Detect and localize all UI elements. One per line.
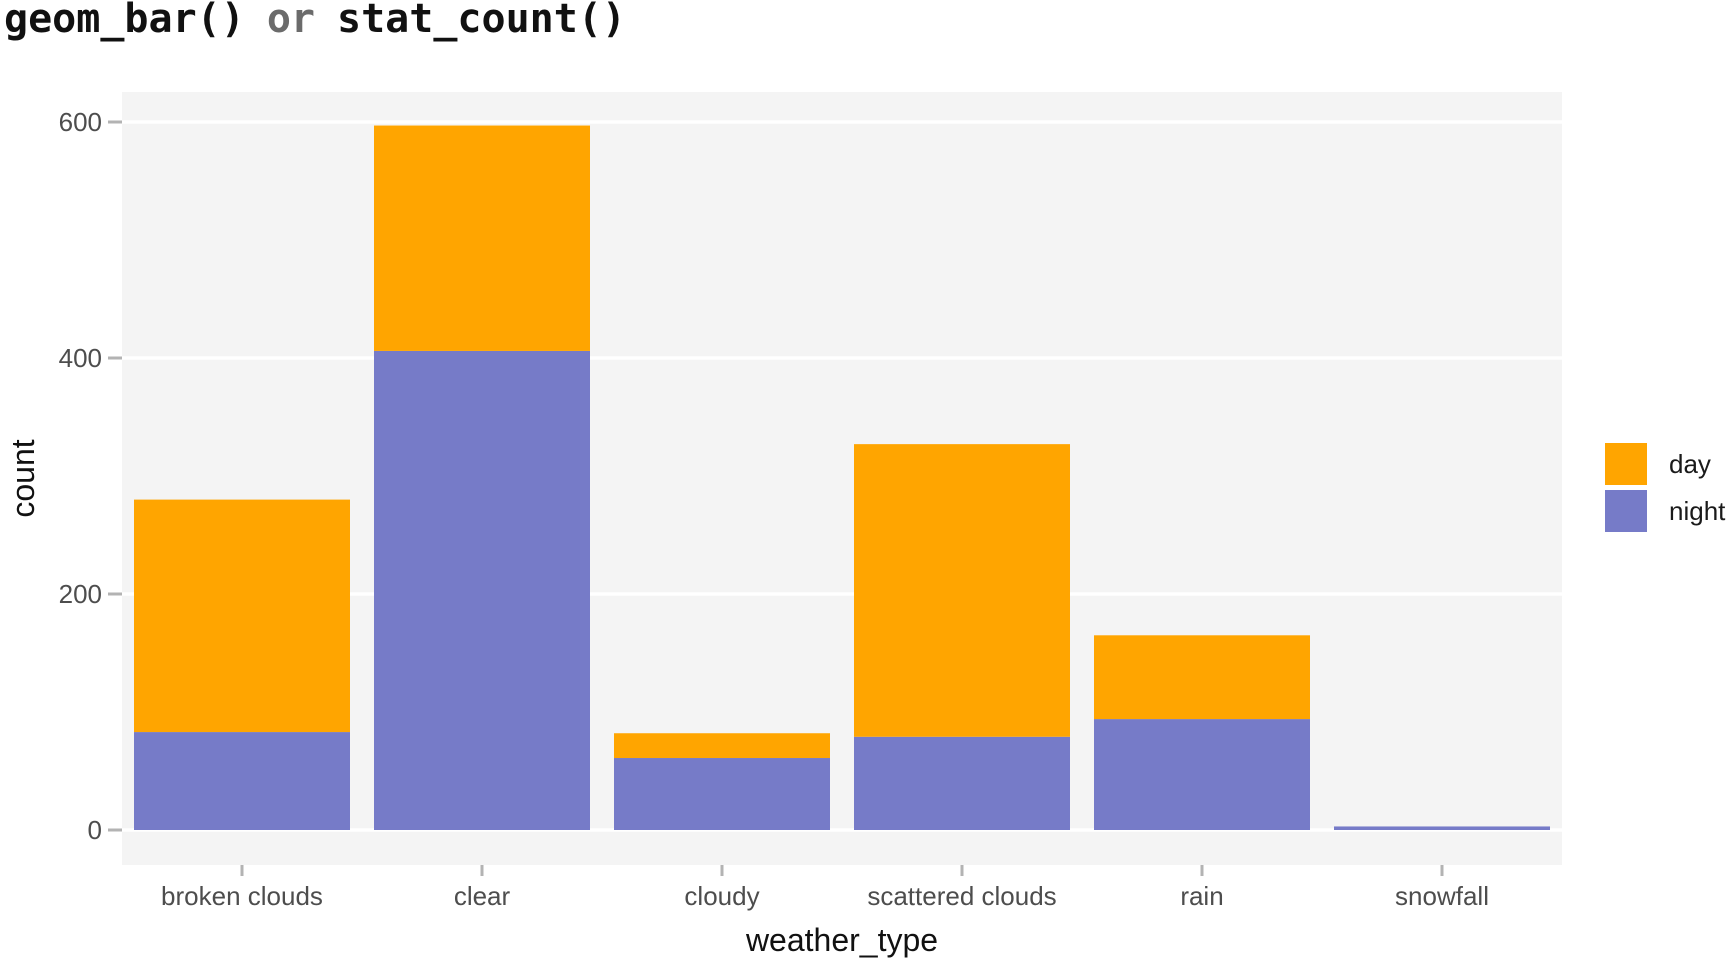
x-tick-label: rain	[1180, 881, 1223, 911]
legend-label-day: day	[1669, 449, 1711, 479]
bars	[134, 125, 1550, 830]
title-connector: or	[267, 0, 315, 42]
chart-title: geom_bar() or stat_count()	[4, 0, 626, 42]
y-tick-label: 0	[88, 815, 102, 845]
x-axis-title: weather_type	[745, 922, 938, 958]
bar-day	[134, 499, 350, 733]
legend-label-night: night	[1669, 496, 1726, 526]
bar-day	[1094, 635, 1310, 720]
y-tick-label: 400	[59, 343, 102, 373]
y-tick-label: 600	[59, 107, 102, 137]
y-tick-label: 200	[59, 579, 102, 609]
x-tick-label: scattered clouds	[867, 881, 1056, 911]
y-axis-title: count	[5, 439, 41, 517]
x-tick-label: clear	[454, 881, 511, 911]
y-axis: 0 200 400 600	[59, 107, 122, 845]
bar-day	[374, 125, 590, 351]
bar-night	[134, 732, 350, 830]
x-tick-label: snowfall	[1395, 881, 1489, 911]
gridlines	[122, 120, 1562, 832]
title-part1: geom_bar()	[4, 0, 245, 42]
bar-night	[1334, 826, 1550, 830]
title-part2: stat_count()	[337, 0, 626, 42]
bar-day	[614, 733, 830, 759]
bar-night	[1094, 719, 1310, 830]
bar-day	[854, 444, 1070, 737]
x-tick-label: broken clouds	[161, 881, 323, 911]
bar-night	[854, 736, 1070, 830]
bar-night	[614, 758, 830, 830]
legend-swatch-night	[1605, 490, 1647, 532]
legend-swatch-day	[1605, 443, 1647, 485]
x-tick-label: cloudy	[684, 881, 759, 911]
legend: day night	[1605, 443, 1726, 532]
bar-night	[374, 350, 590, 830]
plot-panel	[122, 92, 1562, 865]
x-axis: broken clouds clear cloudy scattered clouds…	[161, 865, 1489, 911]
